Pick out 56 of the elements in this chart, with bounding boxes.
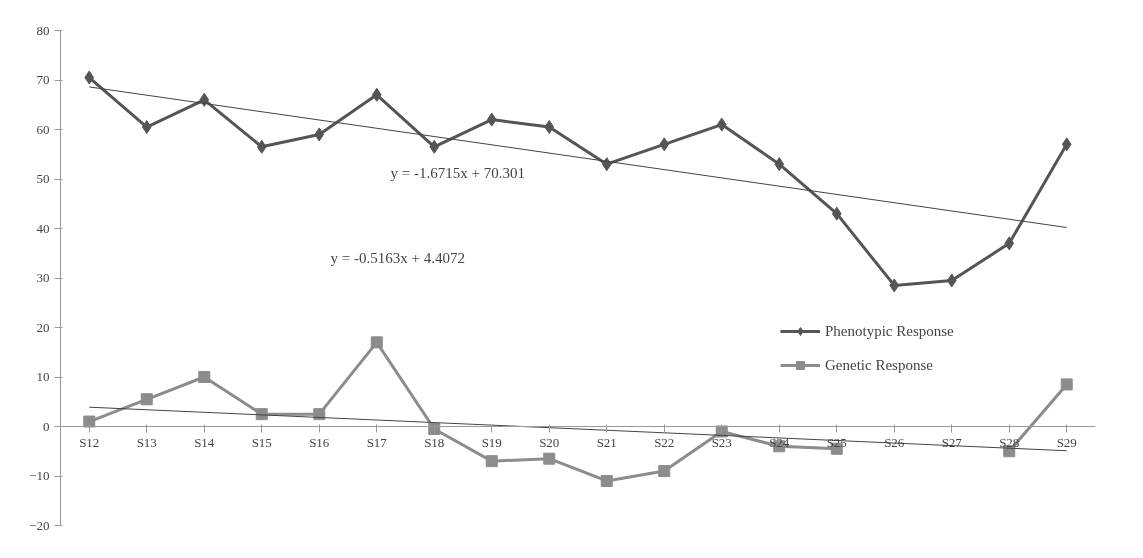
x-tick-label: S12	[79, 434, 100, 450]
y-tick-label: −20	[29, 517, 50, 533]
y-tick-label: 20	[36, 319, 50, 335]
x-tick-label: S22	[654, 434, 675, 450]
x-tick-label: S29	[1056, 434, 1077, 450]
x-tick-label: S20	[539, 434, 560, 450]
point	[198, 371, 211, 383]
x-tick-label: S15	[251, 434, 272, 450]
annotation: y = -0.5163x + 4.4072	[330, 249, 465, 266]
x-tick-label: S16	[309, 434, 330, 450]
point	[889, 278, 900, 293]
y-tick-label: 10	[36, 369, 50, 384]
point	[84, 70, 95, 85]
point	[256, 139, 267, 154]
y-tick-label: 0	[43, 418, 50, 434]
y-tick-label: 60	[36, 121, 50, 137]
point	[1061, 137, 1072, 152]
y-tick-label: 40	[36, 220, 50, 236]
point	[659, 137, 670, 152]
x-tick-label: S23	[711, 434, 732, 450]
point	[774, 157, 785, 172]
point	[543, 452, 556, 465]
x-tick-label: S18	[424, 434, 445, 450]
point	[83, 415, 96, 428]
point	[141, 120, 152, 135]
point	[485, 455, 498, 468]
point	[1060, 378, 1073, 391]
point	[314, 127, 325, 142]
annotation: y = -1.6715x + 70.301	[390, 164, 525, 181]
x-tick-label: S14	[194, 434, 215, 450]
x-tick-label: S13	[136, 434, 157, 450]
point	[140, 393, 153, 406]
point	[370, 336, 383, 349]
y-tick-label: 50	[36, 171, 50, 186]
x-tick-label: S19	[481, 434, 502, 450]
point	[658, 465, 671, 478]
point	[313, 408, 326, 421]
point	[371, 87, 382, 102]
y-tick-label: 80	[36, 22, 50, 38]
point	[831, 206, 842, 221]
point	[199, 92, 210, 107]
point	[600, 474, 613, 487]
legend-label: Phenotypic Response	[825, 322, 954, 340]
y-tick-label: 70	[36, 72, 50, 87]
point	[716, 117, 727, 132]
point	[601, 157, 612, 172]
x-tick-label: S21	[596, 434, 617, 450]
x-tick-label: S17	[366, 434, 388, 450]
point	[946, 273, 957, 288]
point	[429, 139, 440, 154]
y-tick-label: 30	[36, 270, 50, 285]
y-tick-label: −10	[29, 468, 50, 483]
legend-label: Genetic Response	[825, 356, 933, 374]
point	[544, 120, 555, 135]
point	[1004, 236, 1015, 251]
point	[486, 112, 497, 127]
